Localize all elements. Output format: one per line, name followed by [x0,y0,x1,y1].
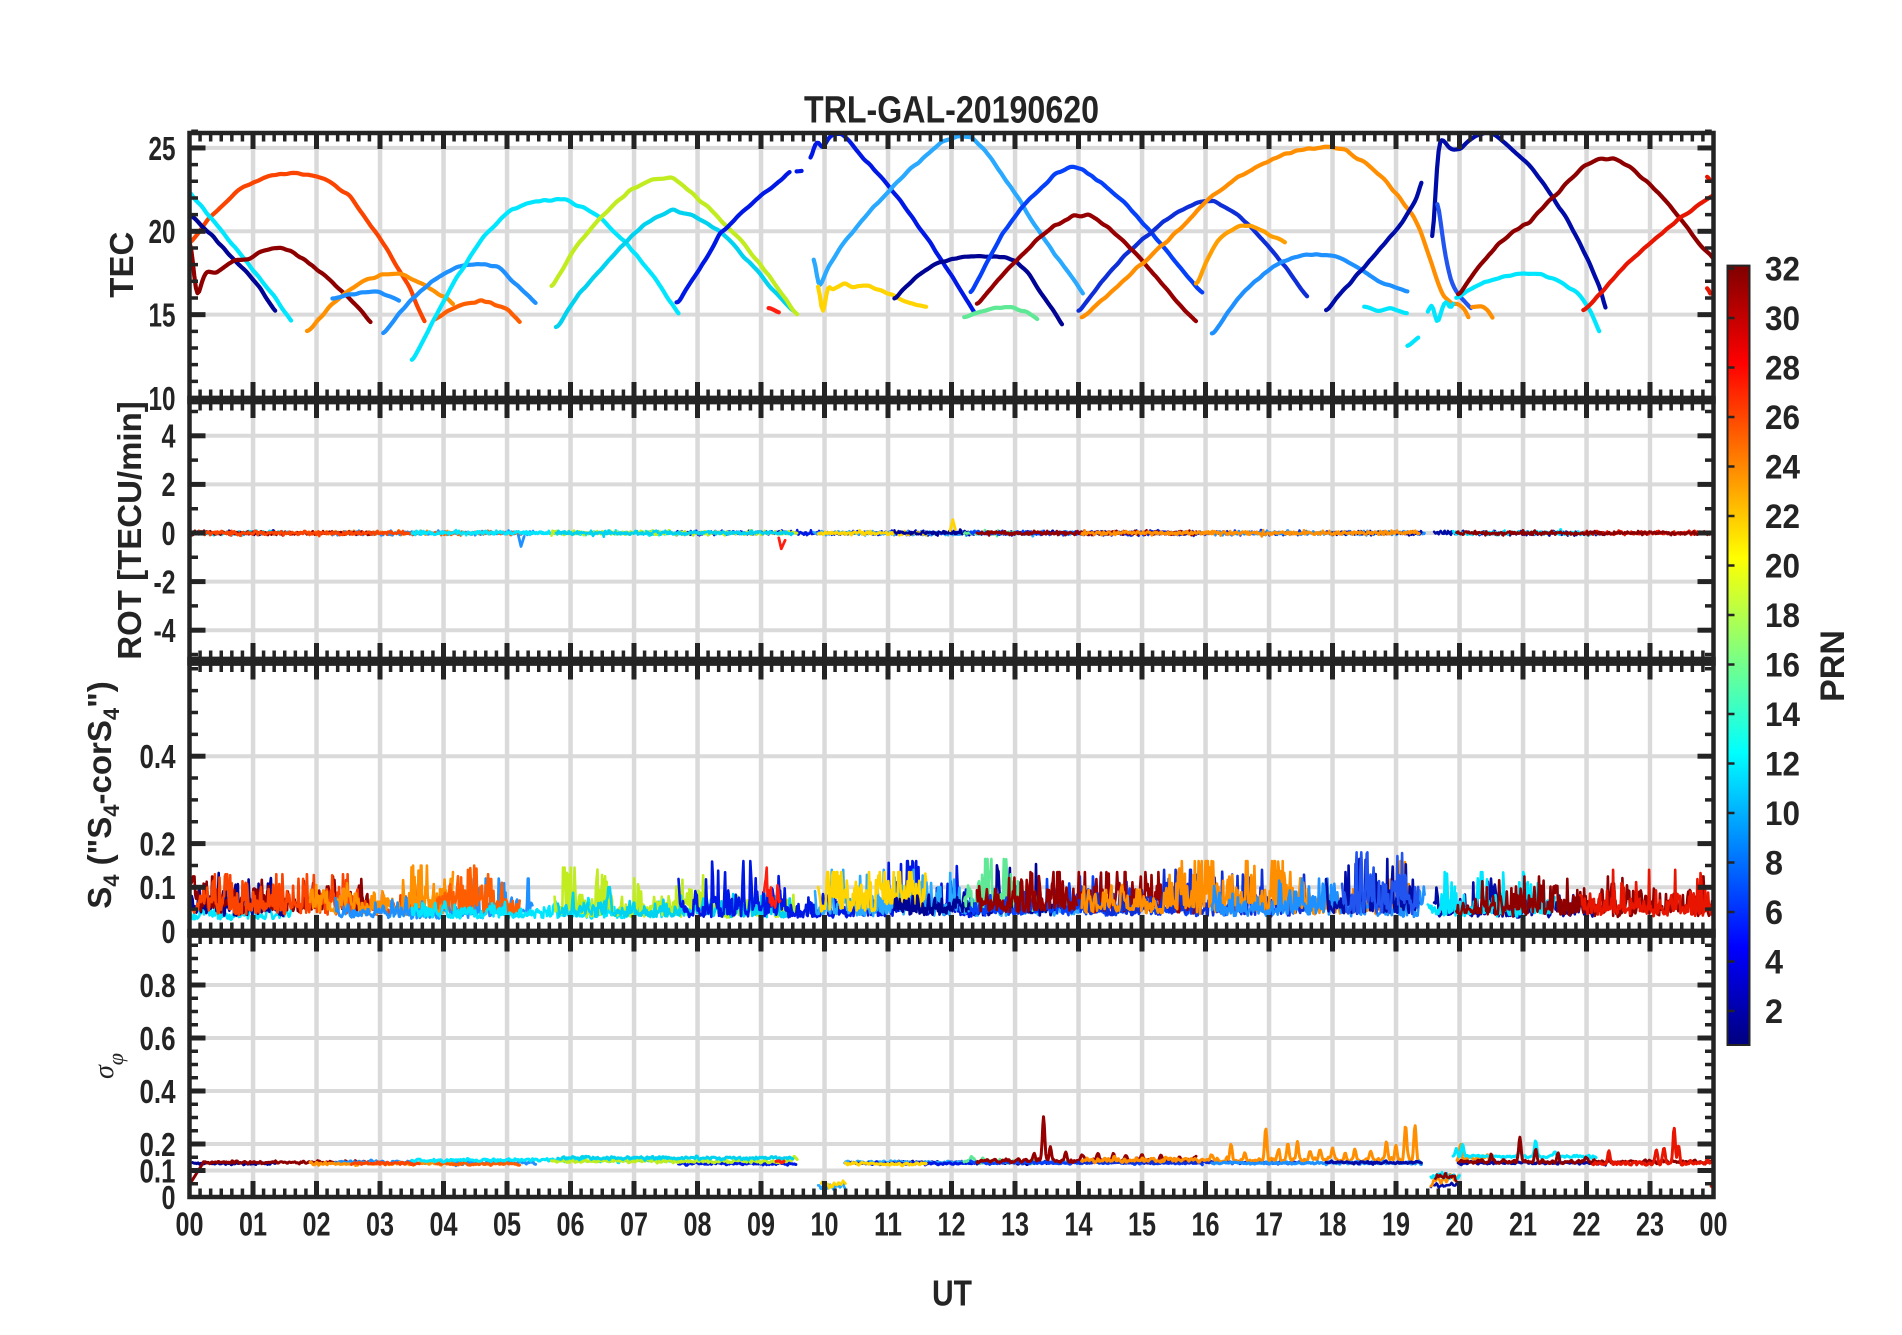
svg-text:20: 20 [1765,548,1800,586]
svg-text:8: 8 [1765,845,1783,883]
svg-text:25: 25 [149,130,176,167]
svg-text:0.2: 0.2 [140,1126,176,1163]
svg-text:23: 23 [1636,1205,1664,1242]
svg-text:0.8: 0.8 [140,967,176,1004]
svg-text:0.1: 0.1 [140,869,176,906]
svg-text:-2: -2 [154,563,176,600]
svg-text:08: 08 [684,1205,712,1242]
svg-text:0: 0 [162,515,176,552]
svg-text:00: 00 [176,1205,204,1242]
svg-text:15: 15 [1128,1205,1156,1242]
svg-text:S4 ("S4-corS4"): S4 ("S4-corS4") [81,681,124,909]
svg-text:0.1: 0.1 [140,1152,176,1189]
svg-text:19: 19 [1382,1205,1410,1242]
svg-text:28: 28 [1765,350,1800,388]
svg-text:17: 17 [1255,1205,1283,1242]
svg-text:16: 16 [1192,1205,1220,1242]
svg-text:09: 09 [747,1205,775,1242]
svg-text:-4: -4 [154,612,176,649]
svg-text:10: 10 [1765,795,1800,833]
svg-text:00: 00 [1700,1205,1728,1242]
svg-text:18: 18 [1765,597,1800,635]
svg-text:TEC: TEC [103,232,140,298]
svg-text:21: 21 [1509,1205,1537,1242]
svg-text:07: 07 [620,1205,648,1242]
svg-text:0: 0 [162,913,176,950]
svg-text:10: 10 [811,1205,839,1242]
svg-text:18: 18 [1319,1205,1347,1242]
svg-text:2: 2 [162,466,176,503]
svg-text:ROT [TECU/min]: ROT [TECU/min] [111,401,148,659]
svg-text:30: 30 [1765,300,1800,338]
svg-text:0.6: 0.6 [140,1020,176,1057]
svg-text:11: 11 [874,1205,902,1242]
svg-text:20: 20 [149,213,176,250]
svg-text:32: 32 [1765,251,1800,289]
svg-text:13: 13 [1001,1205,1029,1242]
svg-text:16: 16 [1765,647,1800,685]
svg-text:0: 0 [162,1179,176,1216]
svg-text:20: 20 [1446,1205,1474,1242]
svg-text:14: 14 [1765,696,1800,734]
svg-text:22: 22 [1765,498,1800,536]
svg-text:6: 6 [1765,894,1783,932]
svg-text:TRL-GAL-20190620: TRL-GAL-20190620 [804,90,1099,132]
svg-text:24: 24 [1765,449,1800,487]
svg-text:26: 26 [1765,399,1800,437]
svg-text:02: 02 [303,1205,331,1242]
svg-text:12: 12 [938,1205,966,1242]
svg-text:01: 01 [239,1205,267,1242]
svg-text:04: 04 [430,1205,458,1242]
svg-text:σφ: σφ [89,1053,128,1079]
svg-text:UT: UT [932,1273,972,1314]
svg-text:PRN: PRN [1814,630,1852,702]
svg-text:10: 10 [149,380,176,417]
svg-text:22: 22 [1573,1205,1601,1242]
svg-text:03: 03 [366,1205,394,1242]
svg-text:0.2: 0.2 [140,825,176,862]
svg-text:06: 06 [557,1205,585,1242]
svg-text:4: 4 [162,418,176,455]
svg-text:0.4: 0.4 [140,738,177,775]
svg-text:4: 4 [1765,944,1783,982]
svg-text:05: 05 [493,1205,521,1242]
svg-text:15: 15 [149,296,176,333]
svg-text:12: 12 [1765,746,1800,784]
svg-text:2: 2 [1765,993,1783,1031]
svg-text:0.4: 0.4 [140,1073,177,1110]
svg-text:14: 14 [1065,1205,1093,1242]
